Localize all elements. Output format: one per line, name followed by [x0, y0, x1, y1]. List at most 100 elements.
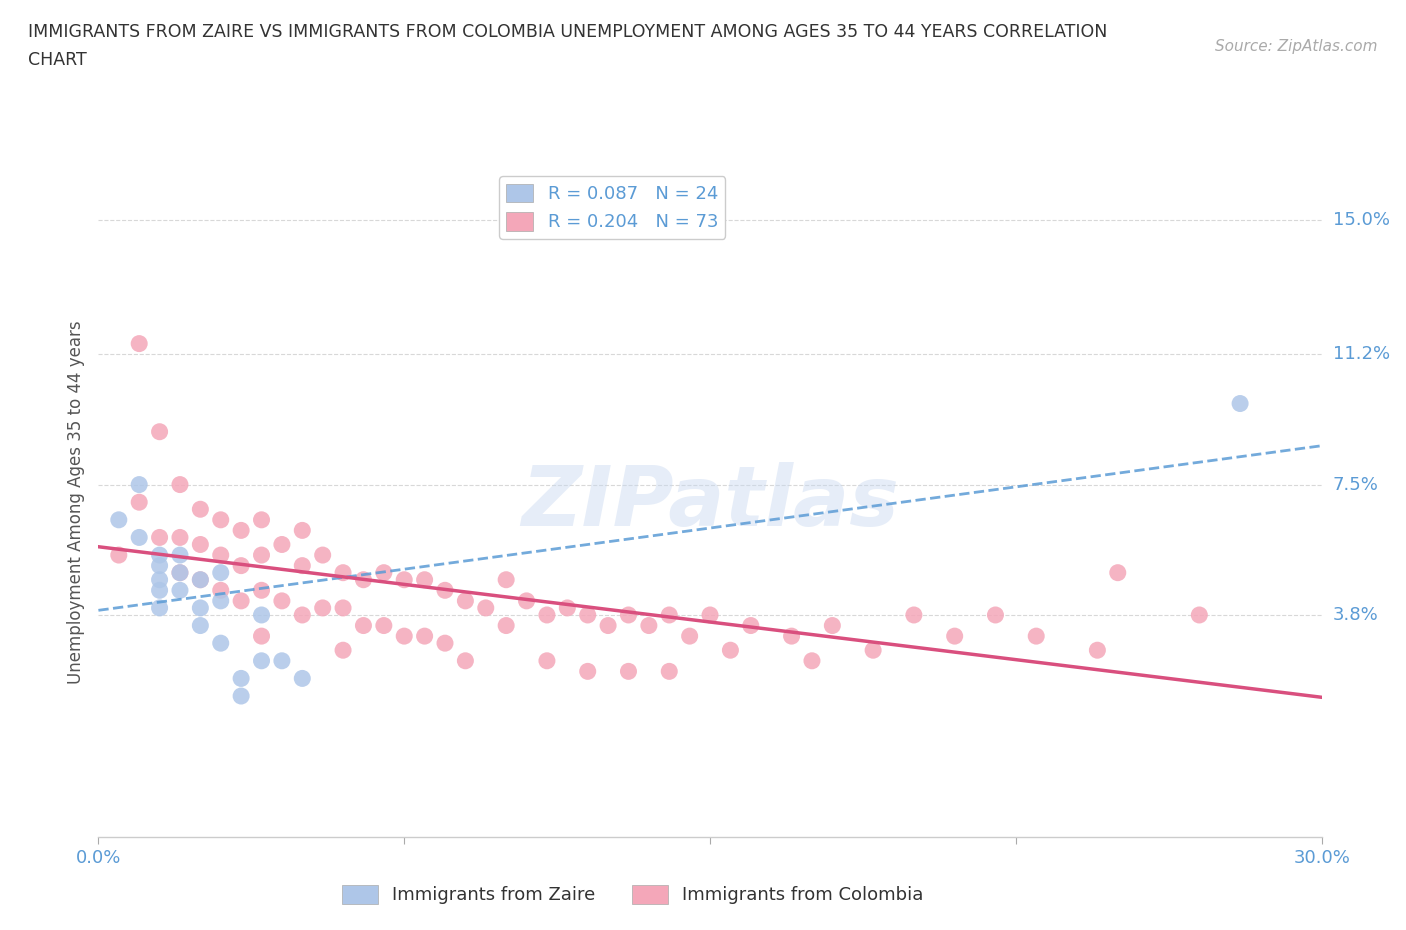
- Point: [149, 548, 172, 563]
- Text: 7.5%: 7.5%: [1333, 475, 1379, 494]
- Point: [576, 607, 599, 622]
- Point: [250, 512, 273, 527]
- Point: [169, 565, 191, 580]
- Y-axis label: Unemployment Among Ages 35 to 44 years: Unemployment Among Ages 35 to 44 years: [66, 321, 84, 684]
- Point: [128, 477, 150, 492]
- Point: [149, 601, 172, 616]
- Point: [209, 583, 232, 598]
- Point: [149, 530, 172, 545]
- Legend: Immigrants from Zaire, Immigrants from Colombia: Immigrants from Zaire, Immigrants from C…: [335, 878, 931, 911]
- Text: 15.0%: 15.0%: [1333, 211, 1389, 230]
- Point: [495, 572, 517, 587]
- Point: [474, 601, 498, 616]
- Point: [1229, 396, 1251, 411]
- Point: [209, 636, 232, 651]
- Text: ZIPatlas: ZIPatlas: [522, 461, 898, 543]
- Point: [943, 629, 966, 644]
- Point: [209, 565, 232, 580]
- Point: [231, 523, 253, 538]
- Point: [188, 537, 212, 551]
- Point: [169, 477, 191, 492]
- Point: [312, 601, 335, 616]
- Point: [149, 424, 172, 439]
- Point: [555, 601, 579, 616]
- Point: [1085, 643, 1108, 658]
- Point: [903, 607, 925, 622]
- Point: [617, 664, 640, 679]
- Point: [250, 607, 273, 622]
- Point: [984, 607, 1007, 622]
- Point: [250, 583, 273, 598]
- Point: [231, 688, 253, 703]
- Point: [209, 593, 232, 608]
- Point: [862, 643, 884, 658]
- Point: [169, 583, 191, 598]
- Point: [821, 618, 844, 633]
- Point: [291, 607, 314, 622]
- Point: [312, 548, 335, 563]
- Point: [188, 572, 212, 587]
- Point: [637, 618, 661, 633]
- Point: [1025, 629, 1047, 644]
- Point: [128, 530, 150, 545]
- Point: [801, 654, 824, 669]
- Point: [270, 537, 294, 551]
- Point: [291, 558, 314, 573]
- Point: [332, 601, 354, 616]
- Point: [250, 654, 273, 669]
- Text: IMMIGRANTS FROM ZAIRE VS IMMIGRANTS FROM COLOMBIA UNEMPLOYMENT AMONG AGES 35 TO : IMMIGRANTS FROM ZAIRE VS IMMIGRANTS FROM…: [28, 23, 1108, 41]
- Point: [434, 583, 457, 598]
- Point: [149, 572, 172, 587]
- Point: [231, 558, 253, 573]
- Point: [231, 671, 253, 685]
- Point: [516, 593, 538, 608]
- Text: Source: ZipAtlas.com: Source: ZipAtlas.com: [1215, 39, 1378, 54]
- Point: [291, 523, 314, 538]
- Point: [413, 572, 436, 587]
- Point: [1188, 607, 1211, 622]
- Point: [1107, 565, 1129, 580]
- Point: [108, 512, 131, 527]
- Point: [108, 548, 131, 563]
- Point: [188, 618, 212, 633]
- Text: 3.8%: 3.8%: [1333, 606, 1378, 624]
- Point: [699, 607, 721, 622]
- Point: [454, 654, 477, 669]
- Point: [188, 601, 212, 616]
- Point: [270, 654, 294, 669]
- Point: [576, 664, 599, 679]
- Point: [209, 548, 232, 563]
- Text: 11.2%: 11.2%: [1333, 345, 1391, 364]
- Point: [352, 572, 374, 587]
- Point: [149, 558, 172, 573]
- Point: [495, 618, 517, 633]
- Point: [128, 495, 150, 510]
- Point: [392, 629, 416, 644]
- Point: [209, 512, 232, 527]
- Point: [536, 607, 558, 622]
- Point: [332, 565, 354, 580]
- Point: [658, 607, 681, 622]
- Point: [231, 593, 253, 608]
- Point: [454, 593, 477, 608]
- Point: [392, 572, 416, 587]
- Point: [169, 530, 191, 545]
- Legend: R = 0.087   N = 24, R = 0.204   N = 73: R = 0.087 N = 24, R = 0.204 N = 73: [499, 177, 725, 239]
- Point: [617, 607, 640, 622]
- Point: [679, 629, 702, 644]
- Point: [188, 572, 212, 587]
- Point: [373, 618, 395, 633]
- Point: [434, 636, 457, 651]
- Point: [188, 502, 212, 517]
- Point: [250, 548, 273, 563]
- Point: [128, 336, 150, 351]
- Point: [250, 629, 273, 644]
- Point: [291, 671, 314, 685]
- Point: [658, 664, 681, 679]
- Point: [740, 618, 762, 633]
- Point: [373, 565, 395, 580]
- Text: CHART: CHART: [28, 51, 87, 69]
- Point: [780, 629, 803, 644]
- Point: [598, 618, 620, 633]
- Point: [270, 593, 294, 608]
